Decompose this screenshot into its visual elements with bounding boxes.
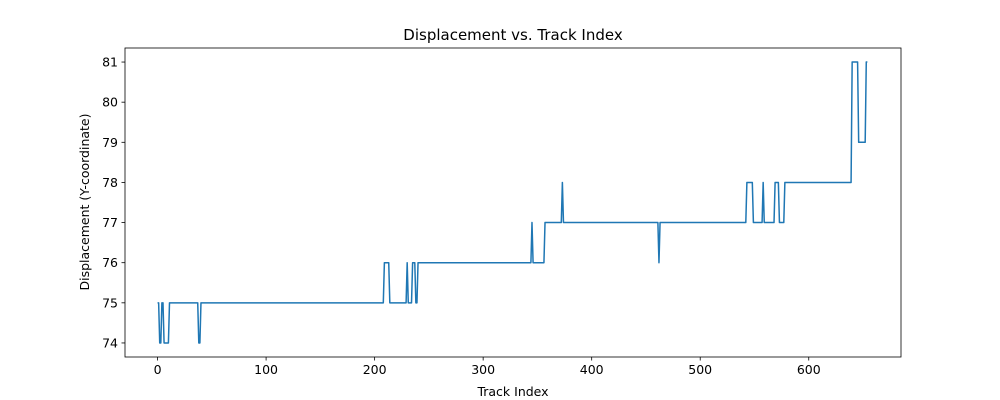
x-tick-label: 0 bbox=[154, 362, 162, 377]
y-tick-label: 78 bbox=[102, 175, 118, 190]
x-tick-label: 200 bbox=[363, 362, 387, 377]
series-line-displacement bbox=[157, 61, 868, 344]
y-tick-label: 80 bbox=[102, 95, 118, 110]
axes-frame bbox=[124, 47, 902, 358]
plot-area: 0 100 200 300 400 500 600 74 75 76 77 78 79 80 81 bbox=[102, 47, 902, 377]
y-axis-label: Displacement (Y-coordinate) bbox=[77, 114, 92, 291]
chart-title: Displacement vs. Track Index bbox=[403, 26, 623, 44]
x-tick-label: 300 bbox=[471, 362, 495, 377]
x-tick-label: 400 bbox=[580, 362, 604, 377]
x-tick-label: 600 bbox=[797, 362, 821, 377]
x-axis-label: Track Index bbox=[476, 384, 548, 399]
y-tick-label: 77 bbox=[102, 215, 118, 230]
y-tick-label: 74 bbox=[102, 335, 118, 350]
y-tick-label: 75 bbox=[102, 295, 118, 310]
y-tick-label: 79 bbox=[102, 135, 118, 150]
x-tick-label: 100 bbox=[254, 362, 278, 377]
x-tick-label: 500 bbox=[688, 362, 712, 377]
y-tick-label: 81 bbox=[102, 55, 118, 70]
y-tick-label: 76 bbox=[102, 255, 118, 270]
